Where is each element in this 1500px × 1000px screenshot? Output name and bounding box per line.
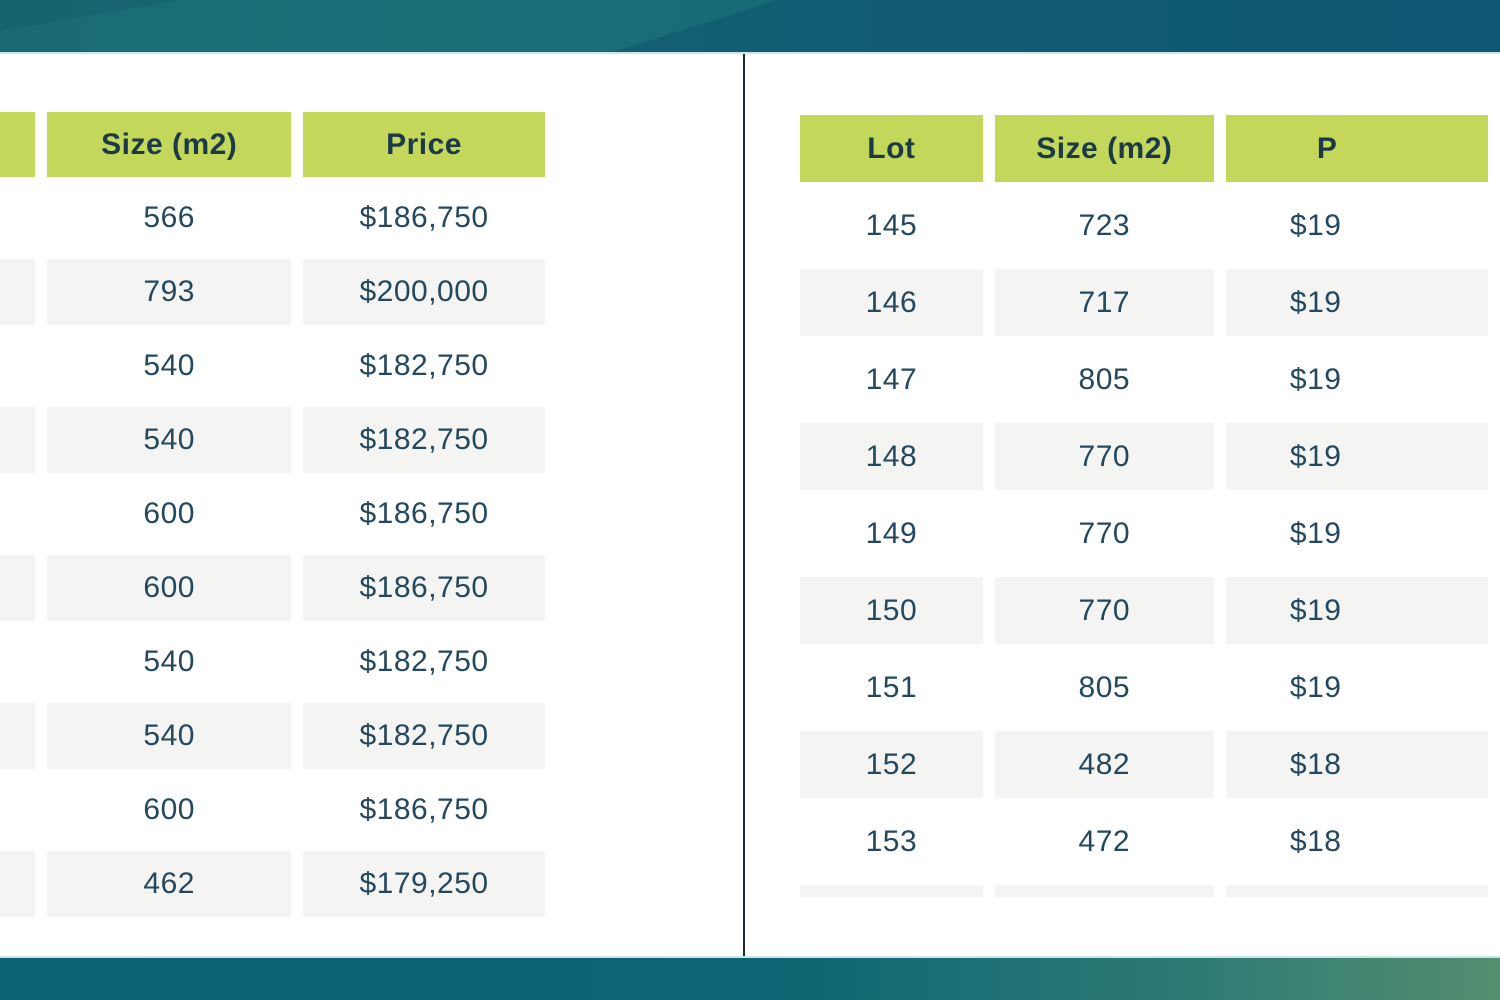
table-row: 151 805 $19 xyxy=(800,654,1488,721)
table-row: 540 $182,750 xyxy=(0,333,545,399)
size-cell: 600 xyxy=(143,497,195,530)
lot-cell: 145 xyxy=(865,208,918,242)
lot-cell: 149 xyxy=(865,516,918,550)
lot-cell: 153 xyxy=(865,824,918,858)
header-row: Size (m2) Price xyxy=(0,112,545,177)
table-row: 540 $182,750 xyxy=(0,629,545,695)
price-cell: $186,750 xyxy=(303,555,545,621)
top-banner-diagonal-shape xyxy=(613,0,1500,52)
lot-cell xyxy=(0,407,36,473)
lot-cell xyxy=(0,259,36,325)
table-row: 600 $186,750 xyxy=(0,481,545,547)
table-row: 600 $186,750 xyxy=(0,555,545,621)
table-row: 600 $186,750 xyxy=(0,777,545,843)
table-row: 146 717 $19 xyxy=(800,269,1488,336)
size-cell: 472 xyxy=(1078,824,1131,858)
price-cell: $19 xyxy=(1289,670,1342,704)
column-header-lot xyxy=(0,112,36,177)
table-row: 566 $186,750 xyxy=(0,185,545,251)
size-cell: 540 xyxy=(143,349,195,382)
table-row: 147 805 $19 xyxy=(800,346,1488,413)
column-header-price: Price xyxy=(303,112,545,177)
partial-cutoff-row xyxy=(800,885,1488,897)
size-cell: 717 xyxy=(994,269,1214,336)
size-cell: 793 xyxy=(47,259,292,325)
size-cell: 600 xyxy=(47,555,292,621)
price-cell: $200,000 xyxy=(303,259,545,325)
size-cell: 770 xyxy=(1078,516,1131,550)
price-cell: $19 xyxy=(1225,423,1488,490)
size-cell: 805 xyxy=(1078,362,1131,396)
column-header-size-m2: Size (m2) xyxy=(994,115,1214,182)
lot-cell: 147 xyxy=(865,362,918,396)
bottom-banner xyxy=(0,956,1500,1000)
partial-cell xyxy=(994,885,1214,897)
lot-cell: 152 xyxy=(800,731,983,798)
size-cell: 770 xyxy=(994,577,1214,644)
lot-cell: 148 xyxy=(800,423,983,490)
partial-cell xyxy=(1225,885,1488,897)
lot-cell xyxy=(0,777,35,843)
table-row: 793 $200,000 xyxy=(0,259,545,325)
table-row: 148 770 $19 xyxy=(800,423,1488,490)
price-cell: $186,750 xyxy=(359,793,489,826)
lot-cell xyxy=(0,481,35,547)
size-cell: 482 xyxy=(994,731,1214,798)
table-row: 152 482 $18 xyxy=(800,731,1488,798)
table-row: 540 $182,750 xyxy=(0,407,545,473)
table-row: 462 $179,250 xyxy=(0,851,545,917)
page-divider xyxy=(743,54,745,956)
price-cell: $182,750 xyxy=(303,407,545,473)
lot-cell xyxy=(0,851,36,917)
table-row: 149 770 $19 xyxy=(800,500,1488,567)
left-page-panel: Size (m2) Price 566 $186,750 793 $200,000 540… xyxy=(0,54,743,956)
size-cell: 540 xyxy=(47,703,292,769)
left-price-table: Size (m2) Price 566 $186,750 793 $200,000 540… xyxy=(0,104,557,925)
price-cell: $19 xyxy=(1225,269,1488,336)
price-cell: $18 xyxy=(1289,824,1342,858)
price-cell: $186,750 xyxy=(359,497,489,530)
right-page-panel: Lot Size (m2) P 145 723 $19 146 717 $19 147 805 $1… xyxy=(745,54,1500,956)
lot-cell: 150 xyxy=(800,577,983,644)
price-cell: $179,250 xyxy=(303,851,545,917)
column-header-price: P xyxy=(1225,115,1488,182)
top-banner xyxy=(0,0,1500,54)
table-row: 540 $182,750 xyxy=(0,703,545,769)
size-cell: 462 xyxy=(47,851,292,917)
size-cell: 566 xyxy=(143,201,195,234)
table-row: 150 770 $19 xyxy=(800,577,1488,644)
partial-cell xyxy=(800,885,983,897)
table-row: 153 472 $18 xyxy=(800,808,1488,875)
lot-cell xyxy=(0,185,35,251)
price-cell: $186,750 xyxy=(359,201,489,234)
price-cell: $19 xyxy=(1289,362,1342,396)
size-cell: 540 xyxy=(143,645,195,678)
right-price-table: Lot Size (m2) P 145 723 $19 146 717 $19 147 805 $1… xyxy=(788,105,1500,907)
size-cell: 723 xyxy=(1078,208,1131,242)
table-row: 145 723 $19 xyxy=(800,192,1488,259)
lot-cell: 151 xyxy=(865,670,918,704)
lot-cell xyxy=(0,555,36,621)
price-cell: $19 xyxy=(1289,516,1342,550)
lot-cell xyxy=(0,629,35,695)
column-header-lot: Lot xyxy=(800,115,983,182)
lot-cell xyxy=(0,333,35,399)
price-cell: $182,750 xyxy=(359,349,489,382)
price-cell: $19 xyxy=(1225,577,1488,644)
size-cell: 770 xyxy=(994,423,1214,490)
price-cell: $182,750 xyxy=(359,645,489,678)
lot-cell: 146 xyxy=(800,269,983,336)
header-row: Lot Size (m2) P xyxy=(800,115,1488,182)
size-cell: 805 xyxy=(1078,670,1131,704)
price-cell: $19 xyxy=(1289,208,1342,242)
price-cell: $18 xyxy=(1225,731,1488,798)
size-cell: 600 xyxy=(143,793,195,826)
price-cell: $182,750 xyxy=(303,703,545,769)
size-cell: 540 xyxy=(47,407,292,473)
column-header-size-m2: Size (m2) xyxy=(47,112,292,177)
lot-cell xyxy=(0,703,36,769)
